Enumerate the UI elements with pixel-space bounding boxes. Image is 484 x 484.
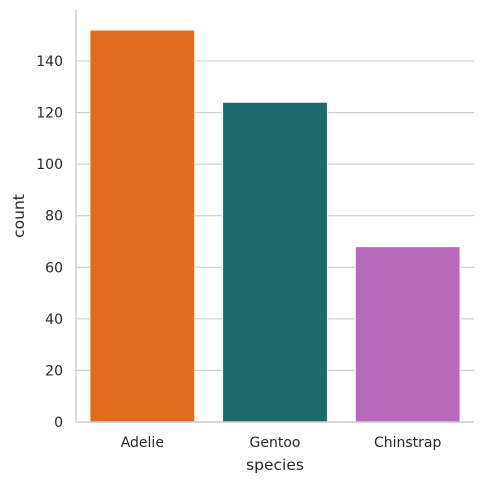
x-tick-label: Gentoo bbox=[250, 435, 301, 451]
x-tick-label: Adelie bbox=[121, 435, 164, 451]
bars bbox=[89, 29, 461, 423]
y-tick-label: 40 bbox=[45, 312, 63, 328]
x-axis-label: species bbox=[246, 456, 304, 474]
y-tick-label: 100 bbox=[36, 157, 63, 173]
axis-spines bbox=[75, 10, 474, 423]
y-tick-labels: 0 20 40 60 80 100 120 140 bbox=[36, 54, 63, 431]
x-tick-labels: Adelie Gentoo Chinstrap bbox=[121, 435, 442, 451]
y-tick-label: 120 bbox=[36, 106, 63, 122]
y-tick-label: 0 bbox=[54, 415, 63, 431]
y-axis-label: count bbox=[10, 194, 28, 238]
y-tick-label: 20 bbox=[45, 363, 63, 379]
y-tick-label: 80 bbox=[45, 209, 63, 225]
y-tick-label: 140 bbox=[36, 54, 63, 70]
bar-adelie bbox=[89, 29, 196, 423]
x-tick-label: Chinstrap bbox=[374, 435, 442, 451]
bar-chinstrap bbox=[354, 246, 461, 423]
y-tick-label: 60 bbox=[45, 260, 63, 276]
bar-gentoo bbox=[222, 101, 328, 423]
